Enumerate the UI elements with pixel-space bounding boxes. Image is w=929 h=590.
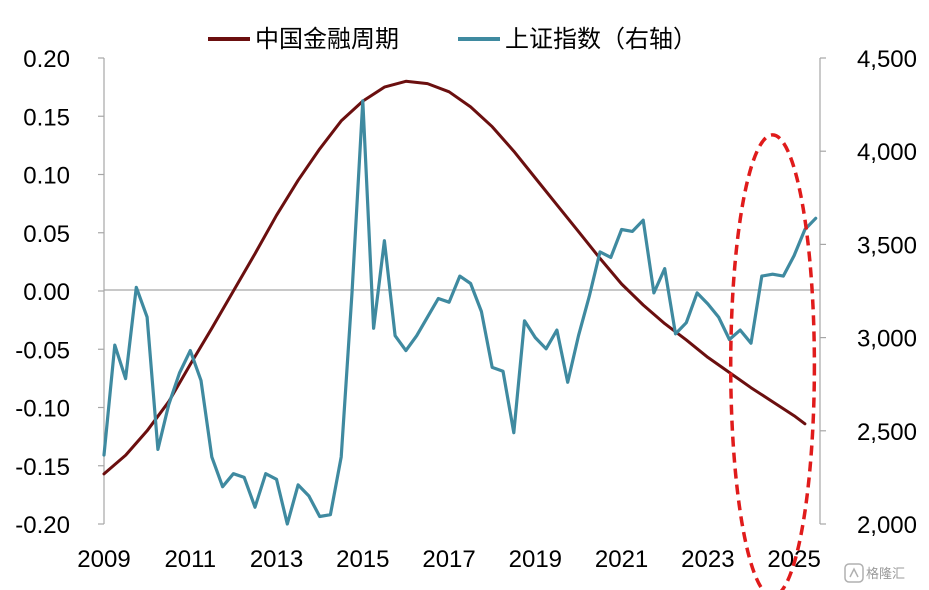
series-line-financial-cycle <box>102 79 807 476</box>
x-tick-label: 2015 <box>336 546 389 573</box>
series-lines <box>102 79 818 526</box>
x-tick-label: 2017 <box>422 546 475 573</box>
tick-labels: -0.20 -0.15 -0.10 -0.05 0.00 0.05 0.10 0.15 0.20… <box>15 46 917 573</box>
right-tick-label: 3,500 <box>857 232 917 259</box>
right-tick-label: 2,500 <box>857 419 917 446</box>
x-tick-label: 2019 <box>509 546 562 573</box>
legend: 中国金融周期 上证指数（右轴） <box>208 25 697 53</box>
left-tick-label: 0.20 <box>23 46 70 73</box>
right-tick-label: 2,000 <box>857 512 917 539</box>
left-tick-label: -0.15 <box>15 454 70 481</box>
left-tick-label: -0.05 <box>15 337 70 364</box>
left-tick-label: -0.10 <box>15 396 70 423</box>
x-tick-label: 2021 <box>595 546 648 573</box>
x-tick-label: 2013 <box>250 546 303 573</box>
left-tick-label: 0.00 <box>23 279 70 306</box>
right-tick-label: 4,000 <box>857 139 917 166</box>
watermark-logo-icon <box>844 563 864 583</box>
left-tick-label: 0.10 <box>23 163 70 190</box>
x-tick-label: 2011 <box>164 546 216 573</box>
right-tick-label: 3,000 <box>857 326 917 353</box>
legend-label-financial-cycle: 中国金融周期 <box>255 25 399 53</box>
x-tick-label: 2009 <box>77 546 130 573</box>
left-tick-label: 0.05 <box>23 221 70 248</box>
watermark: 格隆汇 <box>844 563 905 583</box>
annotations <box>728 133 817 590</box>
highlight-ellipse <box>728 133 817 590</box>
axes <box>98 57 826 525</box>
x-tick-label: 2023 <box>681 546 734 573</box>
left-tick-label: -0.20 <box>15 512 70 539</box>
series-line-shanghai-index <box>102 99 818 526</box>
left-tick-label: 0.15 <box>23 104 70 131</box>
watermark-text: 格隆汇 <box>866 566 905 582</box>
right-tick-label: 4,500 <box>857 46 917 73</box>
legend-label-shanghai-index: 上证指数（右轴） <box>505 25 697 53</box>
